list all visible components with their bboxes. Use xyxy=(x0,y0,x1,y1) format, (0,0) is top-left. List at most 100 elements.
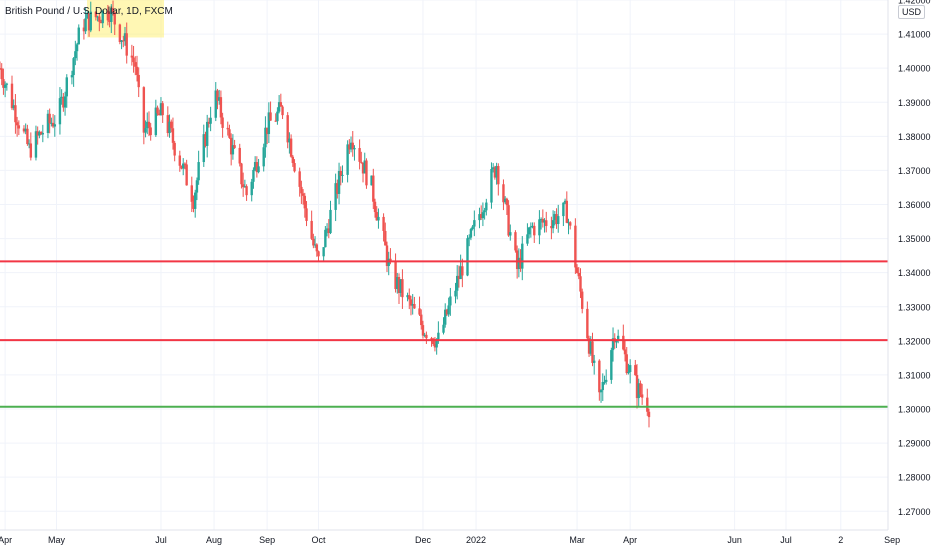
candle-body xyxy=(265,127,269,135)
candle-body xyxy=(373,201,377,213)
candle-body xyxy=(587,338,591,354)
candle-body xyxy=(375,212,378,221)
y-tick-label: 1.39000 xyxy=(898,98,931,108)
candle-body xyxy=(550,226,553,229)
candle-body xyxy=(310,220,313,239)
candle-body xyxy=(370,175,373,186)
candle-body xyxy=(396,277,399,290)
candle-body xyxy=(471,226,474,230)
candle-body xyxy=(517,257,521,270)
time-axis[interactable]: Apr May Jul Aug Sep Oct Dec 2022 Mar Apr Jun Jul 2 Se… xyxy=(0,529,932,550)
candle-body xyxy=(134,62,137,67)
candle-body xyxy=(65,77,68,97)
candle-body xyxy=(146,121,149,129)
candle-body xyxy=(432,338,435,345)
candle-body xyxy=(298,171,301,187)
candle-body xyxy=(531,225,534,227)
candle-body xyxy=(267,112,271,135)
candle-body xyxy=(339,170,342,176)
candle-body xyxy=(406,295,409,298)
candle-body xyxy=(325,228,329,230)
candle-body xyxy=(616,335,620,342)
candle-body xyxy=(361,162,365,174)
candle-body xyxy=(108,20,111,22)
x-tick-label: Dec xyxy=(415,535,432,545)
y-tick-label: 1.37000 xyxy=(898,166,931,176)
candle-body xyxy=(27,143,31,145)
candle-body xyxy=(353,148,356,150)
candle-body xyxy=(324,229,327,248)
candle-body xyxy=(216,90,219,101)
candle-body xyxy=(110,8,113,22)
candle-body xyxy=(173,142,176,156)
candle-body xyxy=(89,11,92,31)
candle-body xyxy=(491,167,495,169)
candle-body xyxy=(245,186,248,196)
x-tick-label: Oct xyxy=(311,535,326,545)
y-tick-label: 1.31000 xyxy=(898,370,931,380)
candle-body xyxy=(337,170,341,194)
candle-body xyxy=(214,90,217,118)
candle-body xyxy=(348,144,351,150)
currency-badge[interactable]: USD xyxy=(898,5,926,19)
candle-body xyxy=(575,267,579,273)
candle-body xyxy=(639,383,642,395)
candle-body xyxy=(634,365,637,376)
candle-body xyxy=(38,132,41,136)
candle-body xyxy=(3,84,7,88)
candle-body xyxy=(60,96,63,99)
candle-body xyxy=(551,220,555,229)
candle-body xyxy=(101,10,104,24)
candle-body xyxy=(22,128,26,132)
candle-body xyxy=(545,220,548,227)
candle-body xyxy=(413,304,416,309)
candle-body xyxy=(46,113,50,133)
candle-body xyxy=(118,24,122,42)
candle-body xyxy=(411,304,414,306)
candle-body xyxy=(202,134,205,163)
candle-body xyxy=(408,295,411,300)
candle-body xyxy=(567,222,570,224)
candle-body xyxy=(604,379,608,382)
candle-body xyxy=(394,261,397,290)
candle-body xyxy=(72,58,75,76)
candle-body xyxy=(555,214,558,225)
candle-body xyxy=(156,107,159,114)
candle-body xyxy=(144,128,147,133)
candle-body xyxy=(444,309,447,325)
candle-body xyxy=(2,79,5,88)
candle-body xyxy=(277,102,281,112)
candle-body xyxy=(389,258,392,262)
candle-body xyxy=(183,163,187,165)
candle-body xyxy=(341,174,344,176)
candle-body xyxy=(515,250,519,270)
y-tick-label: 1.35000 xyxy=(898,234,931,244)
candle-body xyxy=(82,27,86,32)
candle-body xyxy=(204,134,207,146)
candle-body xyxy=(485,202,488,211)
candle-body xyxy=(113,12,116,25)
candle-body xyxy=(334,183,337,210)
candle-body xyxy=(219,97,223,118)
candle-body xyxy=(336,183,339,194)
candle-body xyxy=(231,145,235,155)
x-tick-label: 2022 xyxy=(466,535,486,545)
candle-body xyxy=(182,163,185,169)
candle-body xyxy=(603,381,606,383)
candle-body xyxy=(135,66,139,75)
price-axis[interactable]: 1.27000 1.28000 1.29000 1.30000 1.31000 1.320… xyxy=(887,0,932,550)
y-tick-label: 1.28000 xyxy=(898,473,931,483)
candle-body xyxy=(627,372,630,374)
y-tick-label: 1.30000 xyxy=(898,405,931,415)
candle-body xyxy=(168,121,171,134)
candle-body xyxy=(599,390,603,393)
candle-body xyxy=(70,75,74,78)
candle-body xyxy=(207,121,211,124)
candle-body xyxy=(86,13,89,19)
candle-body xyxy=(497,166,500,185)
candle-body xyxy=(98,16,101,22)
candle-body xyxy=(445,309,449,315)
candle-body xyxy=(209,117,212,124)
candle-body xyxy=(233,145,236,148)
